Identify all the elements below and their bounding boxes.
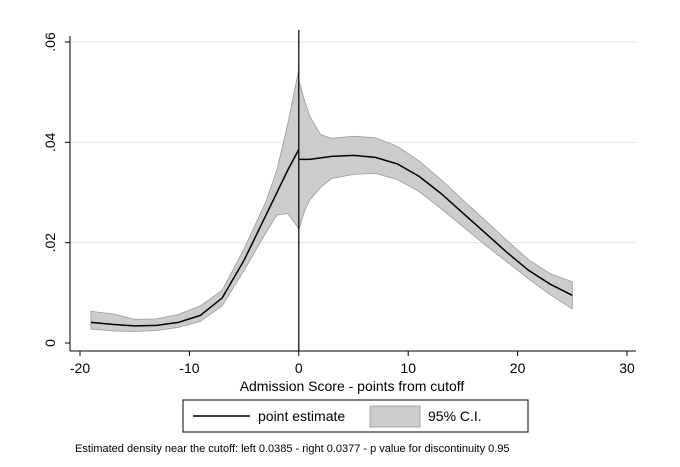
point-estimate-left <box>90 149 300 327</box>
x-tick-label-1: -10 <box>179 360 199 376</box>
x-tick-label-2: 0 <box>295 360 303 376</box>
x-axis-label: Admission Score - points from cutoff <box>240 378 465 394</box>
legend: point estimate 95% C.I. <box>182 399 529 433</box>
y-tick-label-1: .02 <box>42 233 58 253</box>
point-estimate-right <box>298 154 573 296</box>
y-tick-label-3: .06 <box>42 32 58 52</box>
y-ticks: 0 .02 .04 .06 <box>42 32 70 347</box>
point-estimate-lines <box>90 149 573 327</box>
legend-box <box>182 399 529 433</box>
legend-label-ci: 95% C.I. <box>428 408 482 424</box>
y-tick-label-0: 0 <box>42 339 58 347</box>
legend-ci-swatch <box>369 405 421 428</box>
confidence-band <box>90 69 573 332</box>
x-tick-label-0: -20 <box>70 360 90 376</box>
chart-note: Estimated density near the cutoff: left … <box>75 443 510 455</box>
x-ticks: -20 -10 0 10 20 30 <box>70 351 635 376</box>
x-tick-label-3: 10 <box>400 360 416 376</box>
axes <box>69 36 636 352</box>
legend-label-estimate: point estimate <box>258 408 345 424</box>
x-tick-label-5: 30 <box>619 360 635 376</box>
x-tick-label-4: 20 <box>510 360 526 376</box>
ci-band-left <box>90 69 300 332</box>
ci-band-right <box>298 79 573 310</box>
y-tick-label-2: .04 <box>42 132 58 152</box>
